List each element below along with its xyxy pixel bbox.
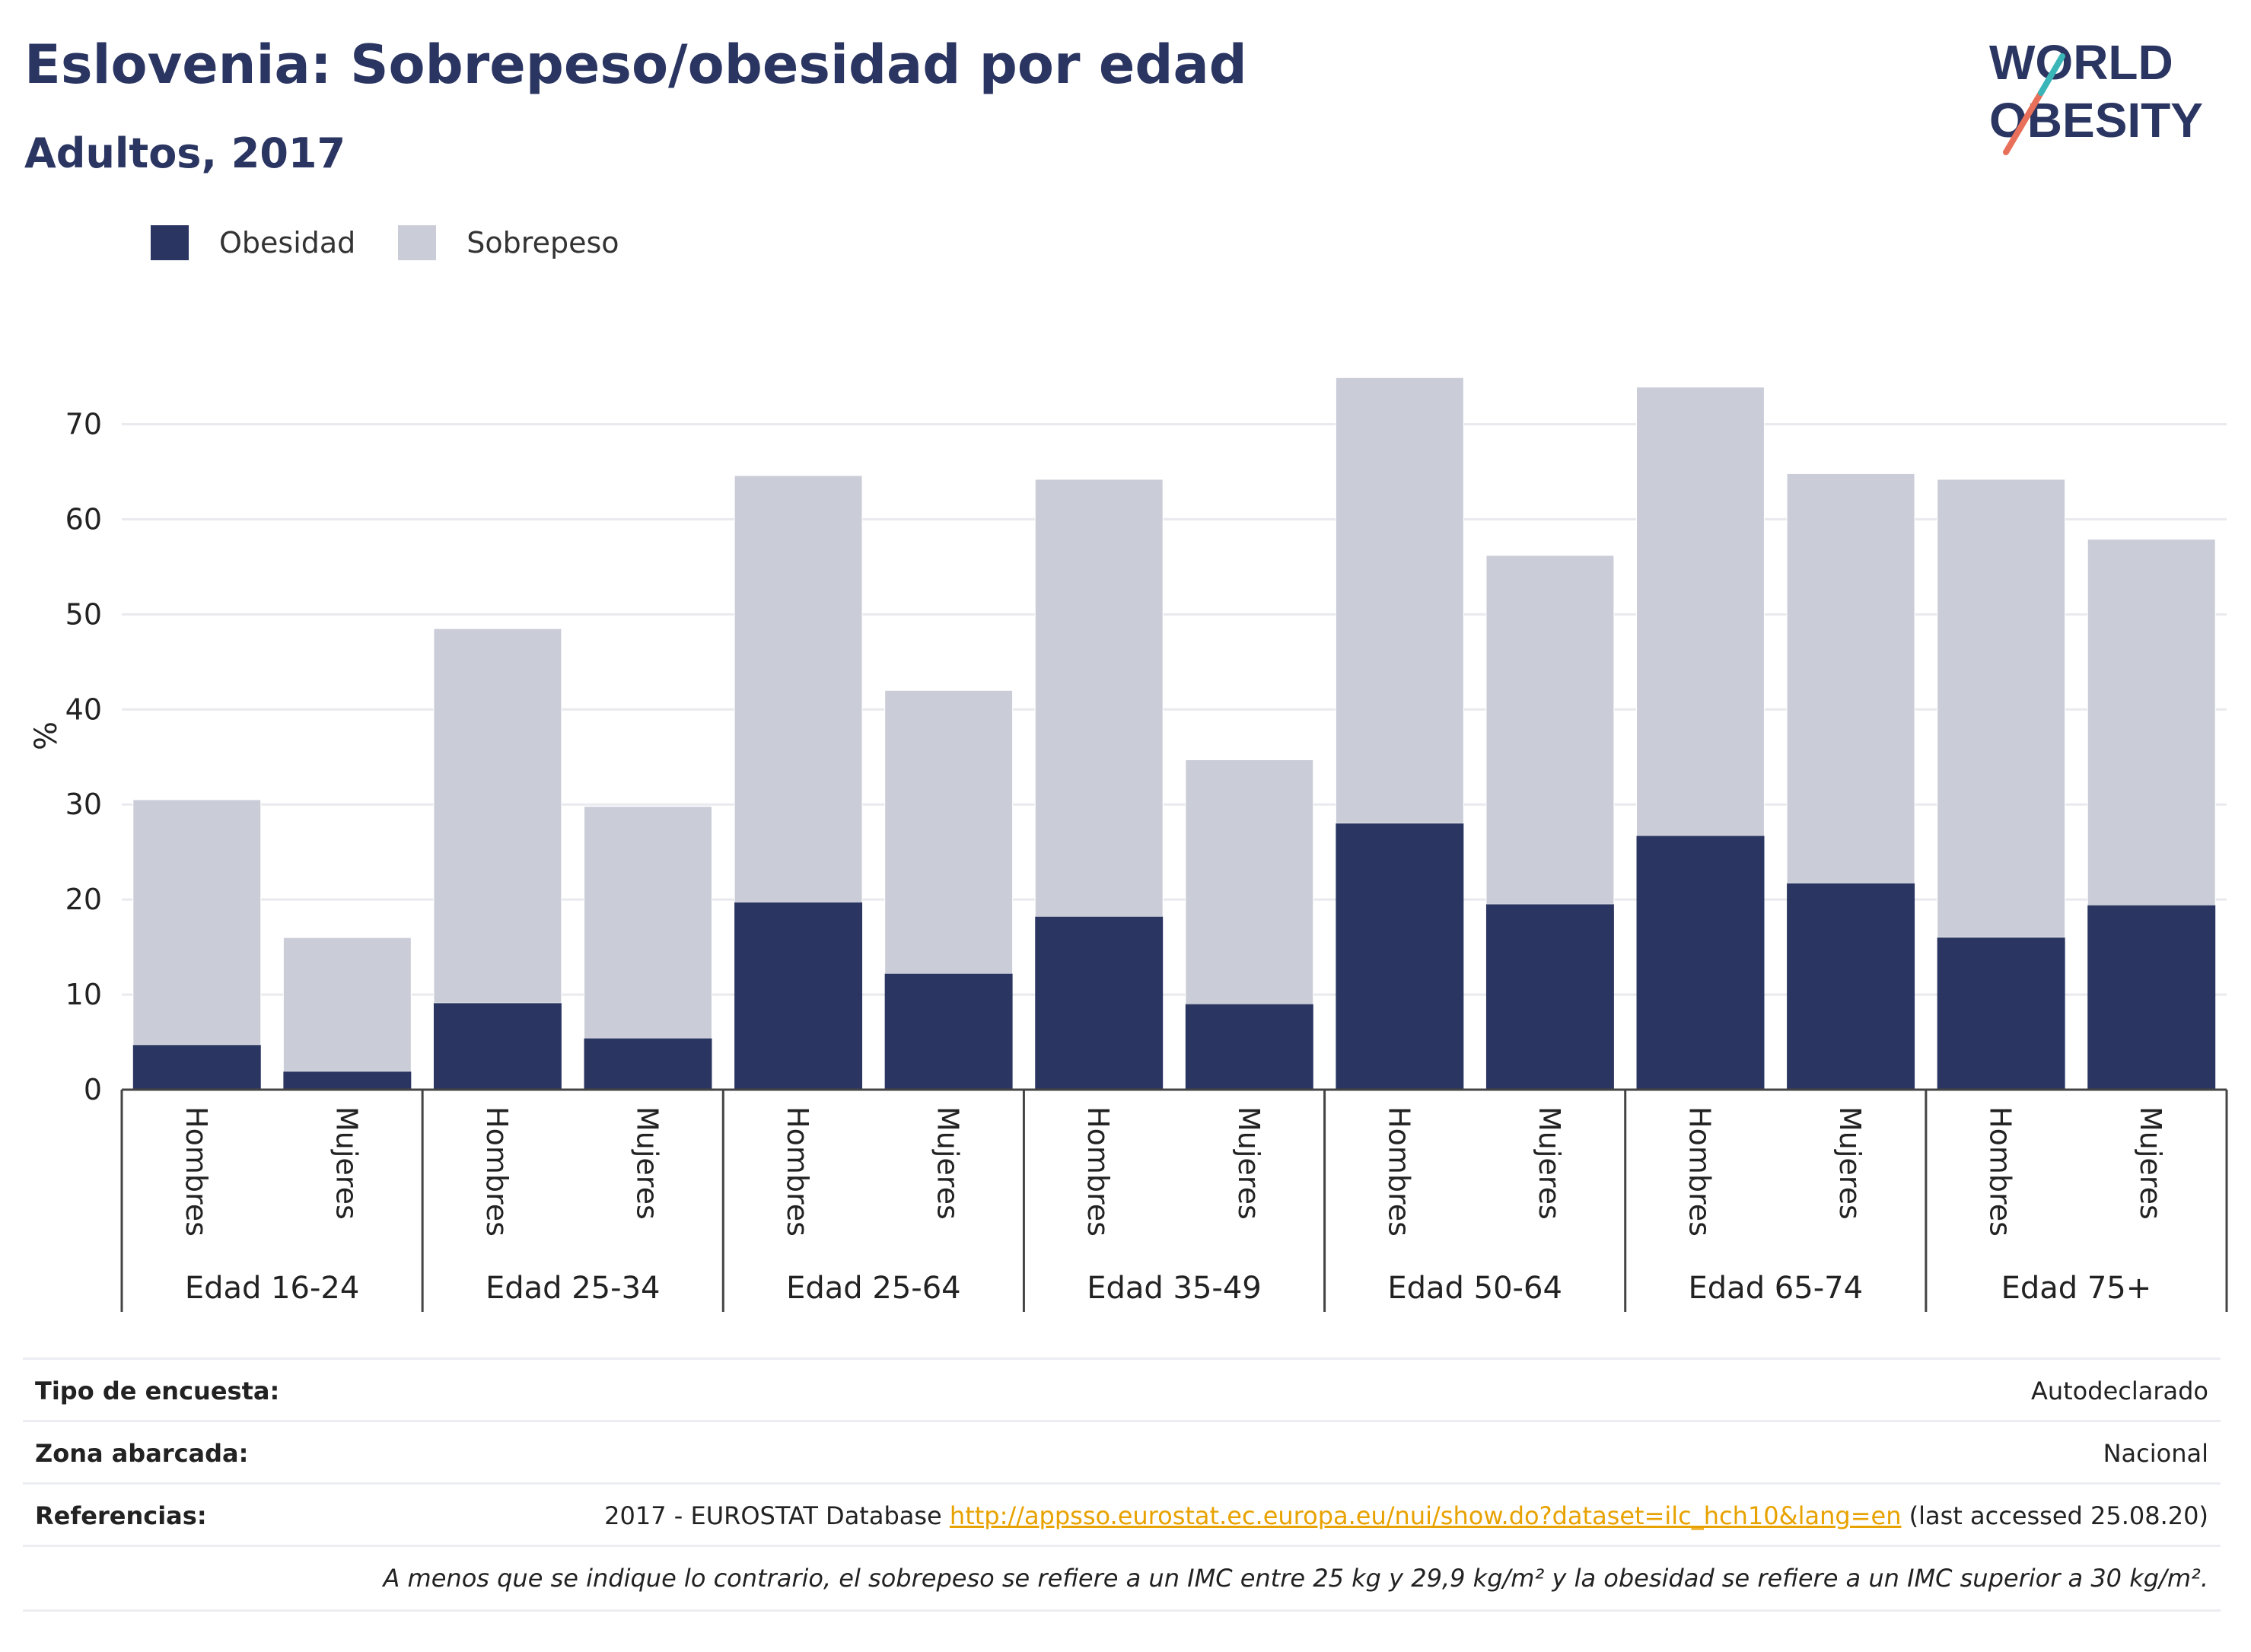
- bar-overweight: [132, 799, 262, 1046]
- x-tick-label-sex: Hombres: [180, 1106, 213, 1237]
- world-obesity-logo: WORLD OBESITY: [1989, 35, 2203, 155]
- x-tick-label-sex: Mujeres: [631, 1106, 664, 1220]
- bar-obesity: [1636, 836, 1765, 1090]
- note-row: A menos que se indique lo contrario, el …: [23, 1545, 2221, 1612]
- bar-obesity: [1937, 937, 2065, 1090]
- x-tick-label-sex: Hombres: [1984, 1106, 2017, 1237]
- x-group-label: Edad 25-64: [786, 1271, 961, 1306]
- legend-overweight-swatch: [398, 225, 437, 260]
- bar-overweight: [282, 937, 412, 1072]
- bar-obesity: [2087, 905, 2216, 1090]
- bar-obesity: [283, 1071, 412, 1090]
- bar-overweight: [1034, 479, 1164, 918]
- x-tick-label-sex: Mujeres: [931, 1106, 965, 1220]
- x-group-label: Edad 65-74: [1689, 1271, 1864, 1306]
- x-tick-label-sex: Mujeres: [1833, 1106, 1867, 1220]
- x-tick-label-sex: Hombres: [781, 1106, 814, 1237]
- chart-subtitle: Adultos, 2017: [24, 129, 346, 177]
- area-value: Nacional: [2103, 1439, 2208, 1468]
- y-axis-label: %: [29, 721, 64, 750]
- legend: Obesidad Sobrepeso: [151, 225, 662, 260]
- references-value: 2017 - EUROSTAT Database http://appsso.e…: [604, 1501, 2221, 1530]
- bar-obesity: [1035, 916, 1164, 1090]
- bar-overweight: [433, 628, 562, 1004]
- bar-obesity: [1185, 1004, 1313, 1090]
- x-group-label: Edad 35-49: [1087, 1271, 1262, 1306]
- survey-type-label: Tipo de encuesta:: [35, 1377, 280, 1405]
- bar-obesity: [884, 973, 1013, 1090]
- y-tick-label: 50: [65, 597, 102, 631]
- bar-overweight: [1786, 473, 1915, 884]
- x-tick-label-sex: Hombres: [480, 1106, 514, 1237]
- y-tick-label: 10: [65, 978, 102, 1011]
- x-tick-label-sex: Mujeres: [1232, 1106, 1266, 1220]
- legend-overweight-label: Sobrepeso: [466, 226, 619, 259]
- x-group-label: Edad 16-24: [185, 1271, 360, 1306]
- references-label: Referencias:: [35, 1501, 207, 1530]
- bar-overweight: [584, 806, 712, 1039]
- bar-obesity: [433, 1003, 562, 1090]
- bar-obesity: [132, 1045, 261, 1090]
- x-tick-label-sex: Mujeres: [2134, 1106, 2167, 1220]
- x-tick-label-sex: Hombres: [1081, 1106, 1115, 1237]
- legend-obesity-label: Obesidad: [219, 226, 356, 259]
- bar-overweight: [2087, 539, 2216, 906]
- bar-overweight: [884, 689, 1014, 975]
- references-row: Referencias: 2017 - EUROSTAT Database ht…: [23, 1482, 2221, 1547]
- y-tick-label: 30: [65, 788, 102, 821]
- x-tick-label-sex: Mujeres: [330, 1106, 363, 1220]
- references-suffix: (last accessed 25.08.20): [1901, 1501, 2208, 1530]
- legend-obesity-swatch: [151, 225, 189, 260]
- chart-title: Eslovenia: Sobrepeso/obesidad por edad: [24, 33, 1247, 96]
- x-tick-label-sex: Mujeres: [1533, 1106, 1566, 1220]
- survey-type-row: Tipo de encuesta: Autodeclarado: [23, 1358, 2221, 1422]
- note-text: A menos que se indique lo contrario, el …: [383, 1564, 2208, 1593]
- bar-overweight: [734, 475, 863, 903]
- bar-obesity: [584, 1038, 712, 1090]
- y-tick-label: 70: [65, 407, 102, 441]
- bar-obesity: [1485, 904, 1614, 1090]
- x-tick-label-sex: Hombres: [1382, 1106, 1415, 1237]
- x-group-label: Edad 50-64: [1387, 1271, 1562, 1306]
- logo-line1: WORLD: [1989, 35, 2173, 90]
- bar-obesity: [734, 902, 863, 1090]
- bar-overweight: [1937, 479, 2066, 938]
- bar-chart: 0 10 20 30 40 50 60 70% Hombres Mujeres Hombres Muj…: [29, 377, 2228, 1312]
- bar-overweight: [1485, 555, 1615, 905]
- survey-type-value: Autodeclarado: [2030, 1377, 2208, 1405]
- bar-overweight: [1335, 377, 1464, 824]
- y-tick-label: 0: [84, 1073, 102, 1106]
- area-label: Zona abarcada:: [35, 1439, 249, 1468]
- bar-obesity: [1336, 823, 1464, 1090]
- references-prefix: 2017 - EUROSTAT Database: [604, 1501, 950, 1530]
- bar-overweight: [1185, 759, 1314, 1005]
- references-link[interactable]: http://appsso.eurostat.ec.europa.eu/nui/…: [949, 1501, 1902, 1530]
- bar-overweight: [1636, 387, 1765, 836]
- x-group-label: Edad 25-34: [486, 1271, 661, 1306]
- y-tick-label: 20: [65, 883, 102, 916]
- x-tick-label-sex: Hombres: [1683, 1106, 1717, 1237]
- bar-obesity: [1787, 883, 1915, 1090]
- area-row: Zona abarcada: Nacional: [23, 1420, 2221, 1485]
- x-group-label: Edad 75+: [2001, 1271, 2152, 1306]
- y-tick-label: 60: [65, 502, 102, 536]
- y-tick-label: 40: [65, 692, 102, 726]
